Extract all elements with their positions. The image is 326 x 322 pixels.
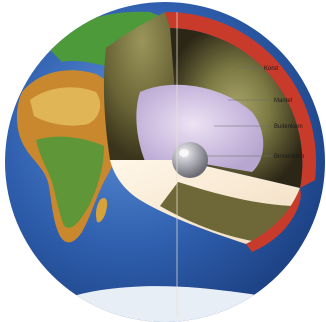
labels: Korst Mantel Buitenkern Binnenkern (204, 66, 304, 160)
antarctica-ice (60, 286, 300, 322)
label-mantle: Mantel (274, 98, 292, 104)
madagascar (96, 198, 108, 223)
crust-rim (165, 11, 317, 189)
cutaway (103, 11, 317, 252)
sahara-highlight (30, 87, 101, 126)
outer-core (136, 84, 264, 172)
mantle-lower-band (160, 182, 292, 242)
crust-lower-edge (246, 188, 301, 252)
label-inner-core: Binnenkern (274, 154, 304, 160)
label-outer-core: Buitenkern (274, 124, 303, 130)
inner-core-highlight (179, 149, 189, 157)
africa-greenbelt (36, 136, 104, 228)
label-crust: Korst (264, 66, 278, 72)
